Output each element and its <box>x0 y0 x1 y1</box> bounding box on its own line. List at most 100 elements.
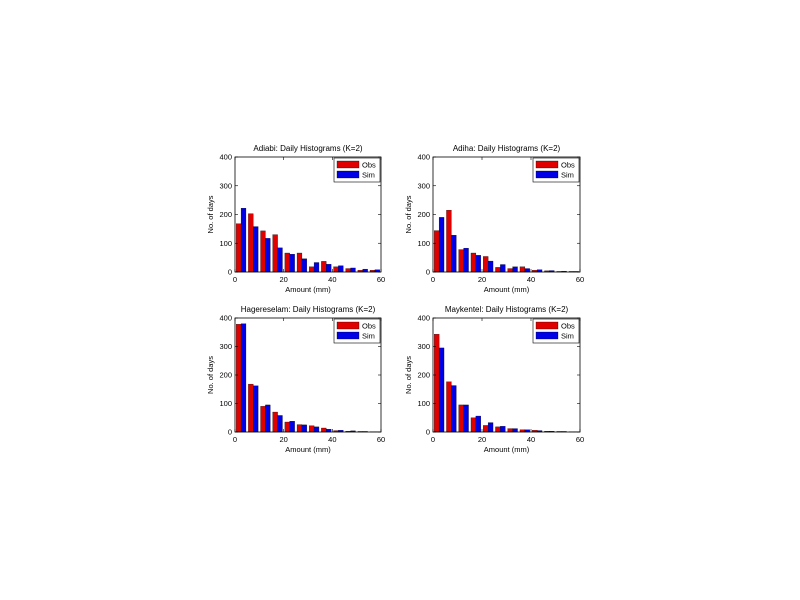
y-tick-label: 400 <box>417 314 430 323</box>
bar-sim-2 <box>463 247 469 273</box>
bar-obs-0 <box>434 334 440 433</box>
y-tick-label: 300 <box>219 342 232 351</box>
y-tick-label: 300 <box>417 342 430 351</box>
bar-obs-0 <box>236 223 242 273</box>
bar-obs-2 <box>458 404 464 433</box>
y-axis-label: No. of days <box>206 195 215 233</box>
histogram-panel-1: Adiabi: Daily Histograms (K=2) 0 20 40 60 0 10… <box>206 144 385 294</box>
bar-obs-8 <box>333 266 339 273</box>
x-tick-label: 20 <box>478 435 486 444</box>
bar-obs-2 <box>458 249 464 273</box>
x-tick-label: 60 <box>576 275 584 284</box>
bar-sim-0 <box>438 217 445 273</box>
x-tick-label: 40 <box>527 275 535 284</box>
legend-swatch-sim <box>535 331 559 340</box>
y-tick-label: 200 <box>219 371 232 380</box>
y-tick-label: 100 <box>417 239 430 248</box>
legend-label-obs: Obs <box>362 161 376 170</box>
bar-obs-2 <box>260 230 266 273</box>
histogram-panel-4: Maykentel: Daily Histograms (K=2) 0 20 40 60… <box>404 305 584 454</box>
y-tick-label: 100 <box>417 399 430 408</box>
bar-obs-1 <box>248 213 254 273</box>
histogram-panel-2: Adiha: Daily Histograms (K=2) 0 20 40 60 0 100… <box>404 144 584 294</box>
y-tick-label: 0 <box>228 428 232 437</box>
bar-sim-2 <box>463 404 469 433</box>
bar-obs-4 <box>284 421 290 433</box>
bar-sim-8 <box>338 265 344 273</box>
y-tick-label: 400 <box>417 153 430 162</box>
bar-sim-4 <box>487 422 494 433</box>
bar-sim-3 <box>475 415 481 433</box>
x-tick-label: 40 <box>328 435 336 444</box>
x-axis-label: Amount (mm) <box>285 285 331 294</box>
bar-sim-4 <box>487 260 494 273</box>
bar-sim-9 <box>350 267 356 273</box>
x-tick-label: 60 <box>377 275 385 284</box>
y-tick-label: 400 <box>219 314 232 323</box>
legend-swatch-sim <box>535 170 559 179</box>
y-tick-label: 200 <box>219 210 232 219</box>
legend-swatch-obs <box>336 321 360 330</box>
bar-obs-2 <box>260 406 266 433</box>
x-tick-label: 0 <box>233 275 237 284</box>
bar-sim-5 <box>500 426 506 433</box>
legend-label-sim: Sim <box>561 171 574 180</box>
y-tick-label: 200 <box>417 371 430 380</box>
bar-obs-4 <box>483 425 489 433</box>
bar-obs-6 <box>309 425 315 433</box>
y-tick-label: 200 <box>417 210 430 219</box>
bar-sim-3 <box>277 415 283 433</box>
legend-label-obs: Obs <box>561 322 575 331</box>
y-axis-label: No. of days <box>206 356 215 394</box>
bar-sim-3 <box>475 255 481 273</box>
bar-obs-5 <box>495 267 501 273</box>
bar-sim-1 <box>451 235 457 273</box>
bar-sim-6 <box>313 262 320 273</box>
bar-obs-6 <box>507 428 513 433</box>
y-tick-label: 0 <box>228 268 232 277</box>
x-axis-label: Amount (mm) <box>484 445 530 454</box>
bar-sim-1 <box>253 385 259 433</box>
x-tick-label: 20 <box>279 275 287 284</box>
y-axis-label: No. of days <box>404 195 413 233</box>
bar-obs-1 <box>446 210 452 273</box>
chart-title: Adiabi: Daily Histograms (K=2) <box>253 144 362 153</box>
bar-obs-7 <box>519 266 526 273</box>
bar-sim-5 <box>301 258 307 273</box>
bar-obs-0 <box>434 230 440 273</box>
bar-sim-6 <box>313 426 320 433</box>
bar-obs-3 <box>272 411 278 433</box>
legend-swatch-sim <box>336 331 360 340</box>
y-tick-label: 100 <box>219 239 232 248</box>
legend-label-obs: Obs <box>561 161 575 170</box>
bar-sim-5 <box>500 264 506 273</box>
legend-swatch-obs <box>535 321 559 330</box>
legend-swatch-sim <box>336 170 360 179</box>
chart-title: Adiha: Daily Histograms (K=2) <box>453 144 561 153</box>
chart-title: Maykentel: Daily Histograms (K=2) <box>445 305 569 314</box>
bar-sim-6 <box>512 266 518 273</box>
bar-obs-0 <box>236 324 242 433</box>
bar-sim-0 <box>438 347 445 433</box>
bar-sim-7 <box>326 264 332 273</box>
legend-swatch-obs <box>336 160 360 169</box>
x-tick-label: 40 <box>527 435 535 444</box>
bar-sim-5 <box>301 424 307 433</box>
bar-obs-5 <box>296 424 303 433</box>
bar-obs-6 <box>309 266 315 273</box>
bar-sim-10 <box>362 268 368 273</box>
bar-obs-1 <box>248 383 254 433</box>
y-tick-label: 300 <box>417 181 430 190</box>
bar-sim-4 <box>289 254 295 273</box>
bar-obs-3 <box>470 417 477 433</box>
bar-sim-0 <box>240 208 247 273</box>
x-tick-label: 40 <box>328 275 336 284</box>
bar-sim-2 <box>265 238 271 273</box>
bar-sim-7 <box>326 428 332 433</box>
x-tick-label: 60 <box>377 435 385 444</box>
